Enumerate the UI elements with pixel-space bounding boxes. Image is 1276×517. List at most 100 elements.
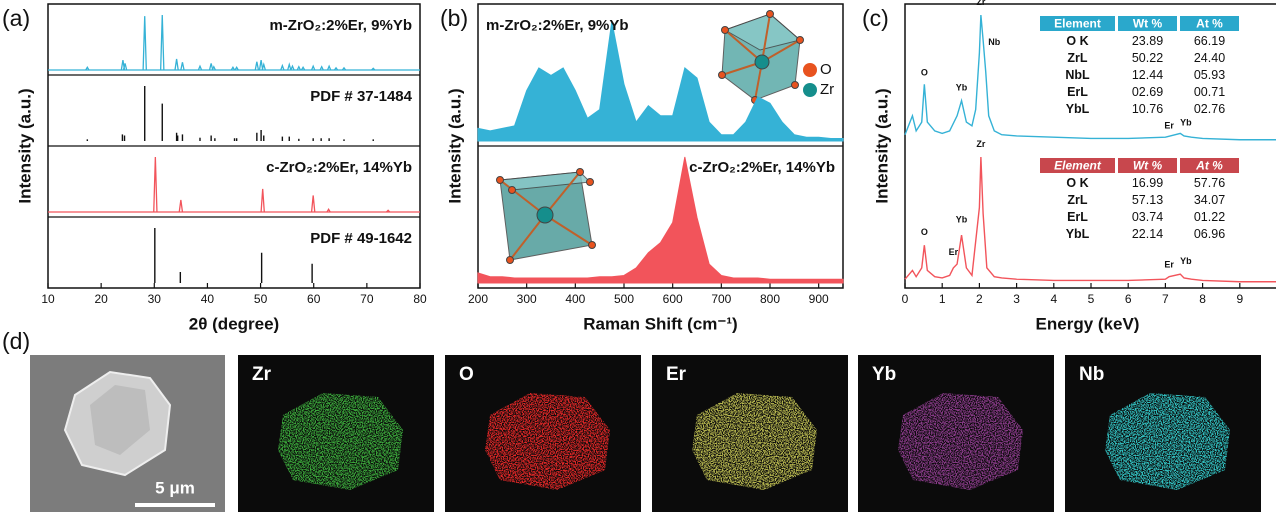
x-tick-label: 70 — [360, 292, 374, 306]
y-axis-label: Intensity (a.u.) — [15, 88, 34, 203]
table-cell: ZrL — [1067, 51, 1088, 65]
peak-label: Zr — [976, 0, 985, 7]
table-cell: 03.74 — [1132, 210, 1163, 224]
x-tick-label: 30 — [148, 292, 162, 306]
table-cell: 02.76 — [1194, 102, 1225, 116]
table-cell: NbL — [1065, 68, 1090, 82]
table-cell: 06.96 — [1194, 227, 1225, 241]
peak-label: O — [921, 67, 928, 77]
y-axis-label: Intensity (a.u.) — [872, 88, 891, 203]
x-tick-label: 6 — [1125, 292, 1132, 306]
x-tick-label: 700 — [711, 292, 731, 306]
x-tick-label: 900 — [809, 292, 829, 306]
peak-label: Zr — [976, 139, 985, 149]
diffraction-peak — [281, 66, 284, 70]
table-cell: YbL — [1066, 102, 1090, 116]
peak-label: Er — [949, 247, 959, 257]
table-header: Wt % — [1133, 17, 1163, 31]
element-label: O — [459, 364, 474, 385]
element-signal — [278, 393, 403, 490]
diffraction-peak — [288, 65, 291, 71]
table-cell: ZrL — [1067, 193, 1088, 207]
peak-label: Yb — [956, 214, 968, 224]
scale-bar-label: 5 μm — [155, 478, 195, 497]
table-cell: 05.93 — [1194, 68, 1225, 82]
table-header: At % — [1196, 17, 1223, 31]
x-tick-label: 60 — [307, 292, 321, 306]
peak-label: O — [921, 227, 928, 237]
table-cell: 50.22 — [1132, 51, 1163, 65]
series-label: PDF # 37-1484 — [310, 88, 412, 105]
table-cell: 02.69 — [1132, 85, 1163, 99]
diffraction-peak — [181, 62, 184, 70]
series-label: m-ZrO₂:2%Er, 9%Yb — [269, 17, 412, 34]
table-cell: 10.76 — [1132, 102, 1163, 116]
table-cell: 01.22 — [1194, 210, 1225, 224]
diffraction-peak — [175, 59, 178, 70]
element-label: Yb — [872, 364, 896, 385]
table-cell: 23.89 — [1132, 34, 1163, 48]
table-cell: 16.99 — [1132, 176, 1163, 190]
x-tick-label: 10 — [41, 292, 55, 306]
table-cell: 00.71 — [1194, 85, 1225, 99]
x-tick-label: 40 — [201, 292, 215, 306]
table-header: Element — [1054, 159, 1102, 173]
x-tick-label: 2 — [976, 292, 983, 306]
legend-label: Zr — [820, 81, 834, 98]
peak-label: Er — [1164, 120, 1174, 130]
table-cell: ErL — [1067, 210, 1088, 224]
legend-label: O — [820, 61, 832, 78]
series-label: c-ZrO₂:2%Er, 14%Yb — [689, 159, 835, 176]
x-tick-label: 50 — [254, 292, 268, 306]
x-tick-label: 1 — [939, 292, 946, 306]
series-label: PDF # 49-1642 — [310, 230, 412, 247]
table-cell: 24.40 — [1194, 51, 1225, 65]
x-tick-label: 3 — [1013, 292, 1020, 306]
x-tick-label: 7 — [1162, 292, 1169, 306]
diffraction-peak — [312, 196, 315, 213]
table-cell: 12.44 — [1132, 68, 1163, 82]
diffraction-peak — [161, 15, 164, 70]
m-zro2-structure — [719, 11, 804, 104]
diffraction-peak — [143, 16, 146, 70]
x-tick-label: 5 — [1088, 292, 1095, 306]
table-cell: ErL — [1067, 85, 1088, 99]
table-cell: 34.07 — [1194, 193, 1225, 207]
table-cell: 66.19 — [1194, 34, 1225, 48]
series-label: c-ZrO₂:2%Er, 14%Yb — [266, 159, 412, 176]
x-tick-label: 8 — [1199, 292, 1206, 306]
table-cell: O K — [1066, 34, 1088, 48]
table-cell: 57.13 — [1132, 193, 1163, 207]
table-cell: 22.14 — [1132, 227, 1163, 241]
diffraction-peak — [261, 189, 264, 212]
x-tick-label: 600 — [663, 292, 683, 306]
peak-label: Yb — [1180, 118, 1192, 128]
panel-label: (a) — [2, 5, 30, 31]
x-tick-label: 80 — [413, 292, 427, 306]
x-tick-label: 300 — [517, 292, 537, 306]
table-header: Wt % — [1133, 159, 1163, 173]
panel-label: (c) — [862, 5, 889, 31]
peak-label: Yb — [956, 82, 968, 92]
table-cell: O K — [1066, 176, 1088, 190]
figure: 5 μm (a)(b)(c)(d)10203040506070802θ (deg… — [0, 0, 1276, 512]
legend-marker — [803, 63, 817, 77]
element-label: Zr — [252, 364, 272, 385]
x-tick-label: 4 — [1050, 292, 1057, 306]
element-signal — [898, 393, 1023, 490]
element-signal — [1105, 393, 1230, 490]
element-label: Er — [666, 364, 687, 385]
sem-image: 5 μm — [30, 355, 225, 512]
table-header: Element — [1054, 17, 1101, 31]
x-tick-label: 800 — [760, 292, 780, 306]
table-cell: YbL — [1066, 227, 1090, 241]
series-label: m-ZrO₂:2%Er, 9%Yb — [486, 17, 629, 34]
diffraction-peak — [255, 62, 258, 70]
x-tick-label: 200 — [468, 292, 488, 306]
x-axis-label: Energy (keV) — [1036, 314, 1140, 333]
c-zro2-structure — [497, 169, 596, 264]
element-signal — [692, 393, 817, 490]
diffraction-peak — [154, 157, 157, 212]
x-tick-label: 20 — [94, 292, 108, 306]
peak-label: Yb — [1180, 256, 1192, 266]
